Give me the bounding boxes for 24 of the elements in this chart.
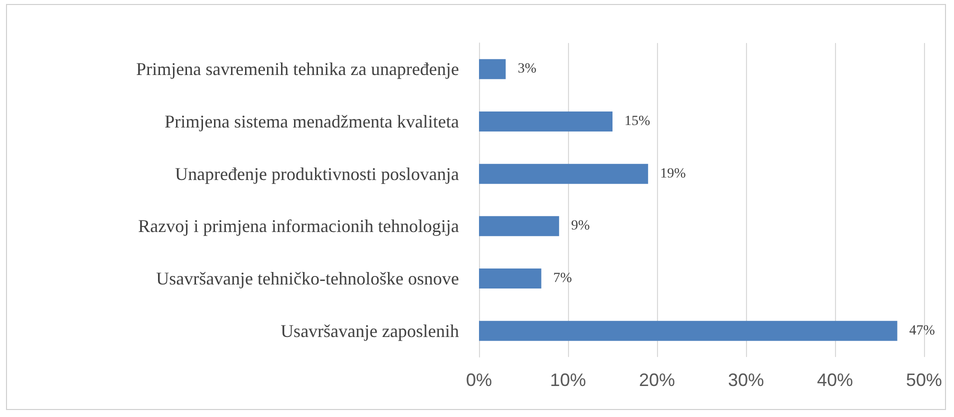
y-tick-label: Primjena savremenih tehnika za unapređenje [136, 59, 459, 80]
bar [479, 164, 648, 184]
bar [479, 59, 506, 80]
bar [479, 112, 612, 132]
y-tick-label: Primjena sistema menadžmenta kvaliteta [164, 112, 460, 132]
y-tick-label: Razvoj i primjena informacionih tehnologija [138, 216, 460, 236]
x-tick-label: 30% [728, 370, 764, 390]
y-tick-label: Usavršavanje zaposlenih [280, 320, 459, 341]
x-tick-label: 10% [550, 370, 586, 390]
y-tick-label: Unapređenje produktivnosti poslovanja [175, 164, 459, 184]
x-tick-label: 0% [466, 370, 492, 390]
data-label: 15% [624, 114, 650, 129]
x-tick-label: 20% [638, 370, 676, 390]
bar [479, 216, 560, 236]
data-label: 47% [909, 323, 936, 338]
data-label: 19% [660, 166, 686, 182]
x-tick-label: 40% [816, 370, 854, 390]
bar [479, 268, 542, 288]
y-tick-label: Usavršavanje tehničko-tehnološke osnove [156, 268, 460, 288]
bar [479, 320, 898, 341]
data-label: 9% [571, 218, 590, 234]
x-tick-label: 50% [906, 370, 942, 390]
data-label: 3% [518, 62, 537, 77]
data-label: 7% [553, 271, 572, 286]
